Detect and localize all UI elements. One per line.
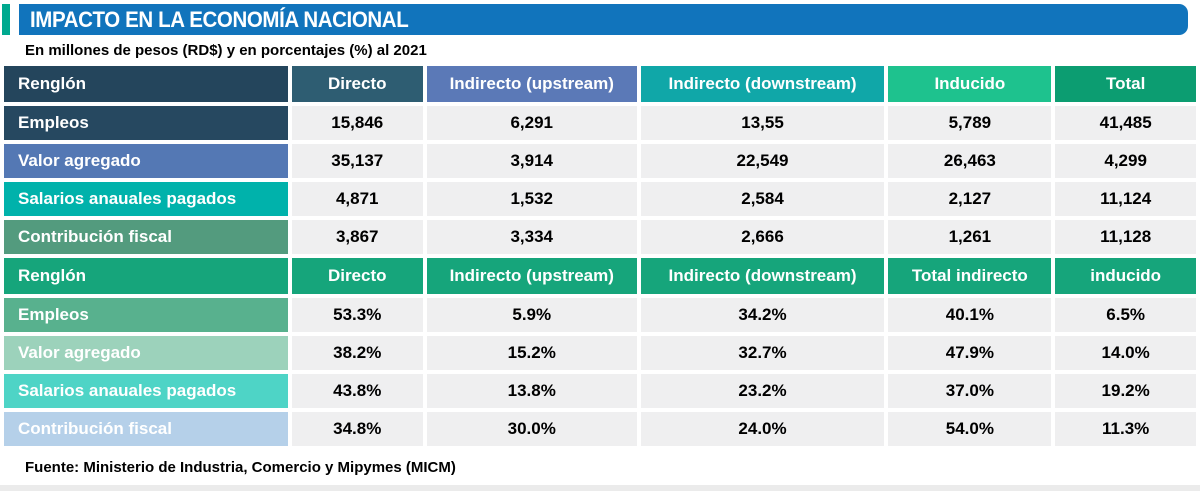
bottom-strip xyxy=(0,485,1200,491)
row-label: Salarios anauales pagados xyxy=(4,182,288,216)
table2-row-valor-agregado: Valor agregado 38.2% 15.2% 32.7% 47.9% 1… xyxy=(4,336,1196,370)
cell-value: 35,137 xyxy=(291,144,423,178)
cell-value: 11.3% xyxy=(1055,412,1196,446)
cell-value: 37.0% xyxy=(888,374,1052,408)
cell-value: 11,124 xyxy=(1055,182,1196,216)
cell-value: 6,291 xyxy=(426,106,637,140)
cell-value: 11,128 xyxy=(1055,220,1196,254)
table1-row-empleos: Empleos 15,846 6,291 13,55 5,789 41,485 xyxy=(4,106,1196,140)
title-banner: IMPACTO EN LA ECONOMÍA NACIONAL xyxy=(19,4,1188,35)
cell-value: 3,334 xyxy=(426,220,637,254)
cell-value: 5.9% xyxy=(426,298,637,332)
table1-header-indirecto-downstream: Indirecto (downstream) xyxy=(640,66,885,102)
cell-value: 3,867 xyxy=(291,220,423,254)
table1-header-inducido: Inducido xyxy=(888,66,1052,102)
cell-value: 5,789 xyxy=(888,106,1052,140)
row-label: Contribución fiscal xyxy=(4,412,288,446)
table2-header-row: Renglón Directo Indirecto (upstream) Ind… xyxy=(4,258,1196,294)
table2-header-inducido: inducido xyxy=(1055,258,1196,294)
table1-row-valor-agregado: Valor agregado 35,137 3,914 22,549 26,46… xyxy=(4,144,1196,178)
cell-value: 15.2% xyxy=(426,336,637,370)
cell-value: 1,261 xyxy=(888,220,1052,254)
table1-header-directo: Directo xyxy=(291,66,423,102)
cell-value: 2,127 xyxy=(888,182,1052,216)
cell-value: 41,485 xyxy=(1055,106,1196,140)
table2-header-total-indirecto: Total indirecto xyxy=(888,258,1052,294)
impact-table: Renglón Directo Indirecto (upstream) Ind… xyxy=(0,62,1200,450)
table2-header-directo: Directo xyxy=(291,258,423,294)
table2-row-contribucion: Contribución fiscal 34.8% 30.0% 24.0% 54… xyxy=(4,412,1196,446)
cell-value: 38.2% xyxy=(291,336,423,370)
cell-value: 4,299 xyxy=(1055,144,1196,178)
cell-value: 24.0% xyxy=(640,412,885,446)
table2-header-indirecto-downstream: Indirecto (downstream) xyxy=(640,258,885,294)
table1-header-renglon: Renglón xyxy=(4,66,288,102)
cell-value: 13,55 xyxy=(640,106,885,140)
row-label: Valor agregado xyxy=(4,336,288,370)
row-label: Valor agregado xyxy=(4,144,288,178)
cell-value: 23.2% xyxy=(640,374,885,408)
cell-value: 1,532 xyxy=(426,182,637,216)
table2-row-salarios: Salarios anauales pagados 43.8% 13.8% 23… xyxy=(4,374,1196,408)
row-label: Contribución fiscal xyxy=(4,220,288,254)
cell-value: 47.9% xyxy=(888,336,1052,370)
table1-row-contribucion: Contribución fiscal 3,867 3,334 2,666 1,… xyxy=(4,220,1196,254)
cell-value: 15,846 xyxy=(291,106,423,140)
row-label: Salarios anauales pagados xyxy=(4,374,288,408)
cell-value: 34.8% xyxy=(291,412,423,446)
cell-value: 54.0% xyxy=(888,412,1052,446)
table1-row-salarios: Salarios anauales pagados 4,871 1,532 2,… xyxy=(4,182,1196,216)
cell-value: 13.8% xyxy=(426,374,637,408)
cell-value: 43.8% xyxy=(291,374,423,408)
row-label: Empleos xyxy=(4,298,288,332)
title-accent-block xyxy=(2,4,10,35)
cell-value: 2,666 xyxy=(640,220,885,254)
cell-value: 4,871 xyxy=(291,182,423,216)
cell-value: 34.2% xyxy=(640,298,885,332)
cell-value: 32.7% xyxy=(640,336,885,370)
page-title: IMPACTO EN LA ECONOMÍA NACIONAL xyxy=(30,6,409,32)
table2-row-empleos: Empleos 53.3% 5.9% 34.2% 40.1% 6.5% xyxy=(4,298,1196,332)
table1-header-total: Total xyxy=(1055,66,1196,102)
cell-value: 53.3% xyxy=(291,298,423,332)
subtitle: En millones de pesos (RD$) y en porcenta… xyxy=(25,42,427,59)
cell-value: 3,914 xyxy=(426,144,637,178)
cell-value: 40.1% xyxy=(888,298,1052,332)
row-label: Empleos xyxy=(4,106,288,140)
title-bar: IMPACTO EN LA ECONOMÍA NACIONAL xyxy=(0,4,1200,35)
table1-header-indirecto-upstream: Indirecto (upstream) xyxy=(426,66,637,102)
cell-value: 14.0% xyxy=(1055,336,1196,370)
source-note: Fuente: Ministerio de Industria, Comerci… xyxy=(25,459,456,476)
cell-value: 2,584 xyxy=(640,182,885,216)
table2-header-indirecto-upstream: Indirecto (upstream) xyxy=(426,258,637,294)
cell-value: 22,549 xyxy=(640,144,885,178)
table2-header-renglon: Renglón xyxy=(4,258,288,294)
cell-value: 19.2% xyxy=(1055,374,1196,408)
cell-value: 30.0% xyxy=(426,412,637,446)
cell-value: 6.5% xyxy=(1055,298,1196,332)
table1-header-row: Renglón Directo Indirecto (upstream) Ind… xyxy=(4,66,1196,102)
cell-value: 26,463 xyxy=(888,144,1052,178)
